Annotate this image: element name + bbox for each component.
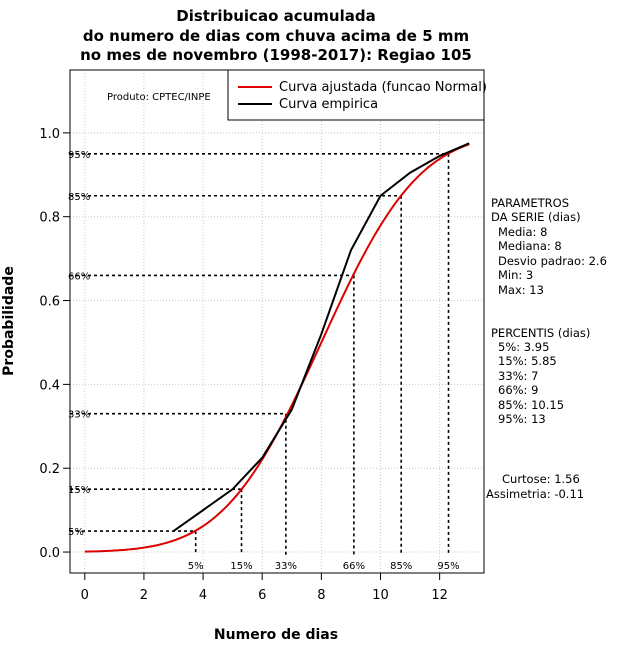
side-panel: PARAMETROS DA SERIE (dias) Media: 8 Medi…: [486, 196, 607, 501]
y-tick-label-1: 0.2: [39, 462, 60, 477]
percentis-title: PERCENTIS (dias): [491, 326, 590, 340]
curtose-label: Curtose: 1.56: [502, 472, 580, 486]
curves-layer: [84, 142, 470, 553]
percentile-y-label-1: 15%: [68, 485, 90, 496]
percentile-y-label-2: 33%: [68, 410, 90, 421]
percentile-x-label-2: 33%: [275, 561, 297, 572]
assimetria-label: Assimetria: -0.11: [486, 487, 584, 501]
chart-title-line-3: no mes de novembro (1998-2017): Regiao 1…: [80, 46, 472, 64]
param-max: Max: 13: [498, 283, 544, 297]
plot-frame: [69, 69, 485, 574]
percentile-x-label-0: 5%: [188, 561, 204, 572]
chart-title-line-2: do numero de dias com chuva acima de 5 m…: [83, 27, 469, 45]
producer-label: Produto: CPTEC/INPE: [107, 92, 211, 103]
param-mediana: Mediana: 8: [498, 239, 562, 253]
percentile-x-label-3: 66%: [343, 561, 365, 572]
fitted-normal-curve: [84, 143, 470, 553]
percentile-y-label-4: 85%: [68, 192, 90, 203]
percentil-33: 33%: 7: [498, 369, 538, 383]
legend-label-fitted: Curva ajustada (funcao Normal): [279, 80, 487, 95]
legend: Curva ajustada (funcao Normal) Curva emp…: [227, 69, 487, 121]
x-tick-label-2: 4: [199, 588, 207, 603]
y-tick-label-0: 0.0: [39, 546, 60, 561]
param-min: Min: 3: [498, 268, 533, 282]
params-title-1: PARAMETROS: [491, 196, 569, 210]
percentil-5: 5%: 3.95: [498, 340, 549, 354]
percentile-y-label-0: 5%: [68, 527, 84, 538]
param-desvio: Desvio padrao: 2.6: [498, 254, 607, 268]
y-tick-label-3: 0.6: [39, 295, 60, 310]
empirical-curve: [172, 142, 470, 532]
percentil-85: 85%: 10.15: [498, 398, 564, 412]
percentil-66: 66%: 9: [498, 383, 538, 397]
x-tick-label-0: 0: [81, 588, 89, 603]
x-tick-label-1: 2: [140, 588, 148, 603]
percentil-95: 95%: 13: [498, 412, 546, 426]
x-tick-label-3: 6: [258, 588, 266, 603]
params-title-2: DA SERIE (dias): [491, 210, 581, 224]
x-tick-label-6: 12: [431, 588, 448, 603]
percentile-x-label-4: 85%: [390, 561, 412, 572]
percentile-x-label-5: 95%: [437, 561, 459, 572]
grid-layer: [70, 70, 484, 573]
chart-title-line-1: Distribuicao acumulada: [176, 7, 375, 25]
y-tick-label-5: 1.0: [39, 127, 60, 142]
axis-layer: 0 2 4 6 8 10 12 0.0 0.2 0.4 0.6 0.8 1.0: [39, 127, 448, 603]
legend-box: [227, 69, 485, 121]
percentil-15: 15%: 5.85: [498, 354, 557, 368]
percentile-lines-layer: 5% 5% 15% 15% 33% 33% 66% 66% 85% 85% 95% 95%: [68, 150, 460, 572]
y-axis-title: Probabilidade: [1, 266, 17, 376]
x-tick-label-5: 10: [372, 588, 389, 603]
x-tick-label-4: 8: [317, 588, 325, 603]
x-axis-title: Numero de dias: [214, 627, 338, 643]
legend-label-empirical: Curva empirica: [279, 97, 378, 112]
percentile-x-label-1: 15%: [230, 561, 252, 572]
param-media: Media: 8: [498, 225, 547, 239]
y-tick-label-2: 0.4: [39, 378, 60, 393]
y-tick-label-4: 0.8: [39, 211, 60, 226]
percentile-y-label-3: 66%: [68, 271, 90, 282]
percentile-y-label-5: 95%: [68, 150, 90, 161]
